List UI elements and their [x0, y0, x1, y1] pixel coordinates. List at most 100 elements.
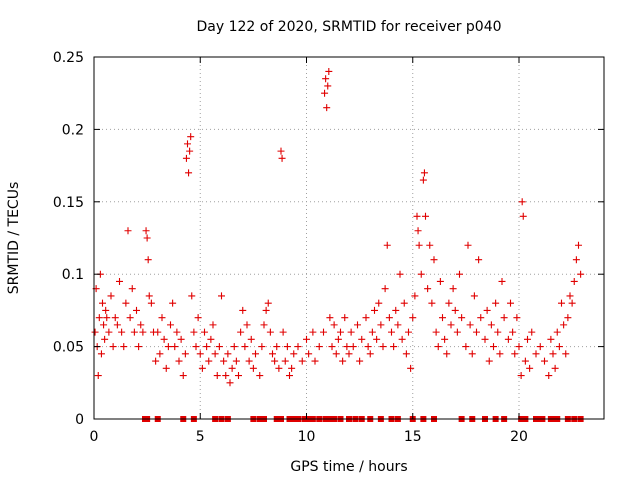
data-point [477, 314, 485, 322]
data-point [124, 227, 132, 235]
data-point [224, 350, 232, 358]
data-point [334, 335, 342, 343]
data-point [222, 372, 230, 380]
data-point [264, 299, 272, 307]
data-point [167, 321, 174, 329]
x-tick-label: 0 [90, 429, 99, 445]
data-point [445, 299, 453, 307]
data-point [220, 357, 228, 365]
data-point [290, 350, 298, 358]
data-point [466, 321, 474, 329]
data-point [203, 343, 211, 351]
data-point [349, 343, 357, 351]
data-point [179, 372, 187, 380]
data-point [325, 67, 333, 75]
data-point [281, 357, 289, 365]
data-point [549, 350, 557, 358]
data-point [443, 350, 451, 358]
data-point [145, 292, 153, 300]
data-point [116, 277, 123, 285]
data-point [456, 270, 463, 278]
data-point [419, 176, 427, 184]
data-point [564, 314, 572, 322]
data-point [405, 328, 412, 336]
data-point [309, 328, 317, 336]
data-point [118, 328, 126, 336]
data-point [162, 364, 170, 372]
data-point [286, 372, 293, 380]
data-point [577, 270, 585, 278]
data-point [277, 147, 285, 155]
data-point [315, 343, 323, 351]
data-point [192, 343, 200, 351]
data-point [470, 292, 478, 300]
data-point [101, 335, 109, 343]
data-point [241, 343, 249, 351]
data-point [519, 212, 527, 220]
data-point [271, 357, 279, 365]
data-point [555, 343, 563, 351]
data-point [330, 321, 338, 329]
data-point [279, 328, 287, 336]
data-point [100, 321, 108, 329]
data-point [541, 357, 548, 365]
data-point [413, 212, 421, 220]
data-point [328, 343, 336, 351]
data-point [518, 198, 526, 206]
y-tick-label: 0.2 [62, 122, 84, 138]
data-point [102, 306, 110, 314]
data-point [575, 241, 582, 249]
data-point [177, 335, 185, 343]
y-tick-label: 0 [75, 412, 84, 428]
data-point [185, 169, 193, 177]
data-point [402, 350, 410, 358]
data-point [366, 350, 374, 358]
data-point [91, 328, 99, 336]
data-point [553, 328, 561, 336]
data-point [570, 277, 578, 285]
data-point [453, 328, 461, 336]
data-point [175, 357, 183, 365]
data-point [392, 306, 400, 314]
data-point [381, 285, 389, 293]
data-point [323, 104, 331, 112]
data-point [551, 364, 559, 372]
data-point [249, 364, 257, 372]
data-point [411, 292, 419, 300]
data-point [515, 343, 523, 351]
data-point [371, 306, 378, 314]
y-axis-label: SRMTID / TECUs [6, 182, 22, 295]
data-point [122, 299, 130, 307]
data-point [528, 328, 536, 336]
x-tick-label: 5 [196, 429, 205, 445]
data-point [483, 306, 491, 314]
data-point [182, 154, 190, 162]
data-point [560, 321, 568, 329]
data-point [252, 350, 259, 358]
x-tick-label: 10 [298, 429, 316, 445]
data-point [343, 343, 351, 351]
data-point [158, 314, 166, 322]
x-tick-label: 20 [510, 429, 528, 445]
data-point [458, 314, 466, 322]
data-point [245, 357, 253, 365]
data-point [414, 227, 422, 235]
data-point [213, 372, 221, 380]
data-point [126, 314, 134, 322]
data-point [243, 321, 251, 329]
data-point [266, 328, 274, 336]
data-point [143, 234, 151, 242]
data-point [347, 328, 355, 336]
data-point [424, 285, 432, 293]
data-point [385, 314, 393, 322]
data-point [139, 328, 147, 336]
data-point [294, 343, 302, 351]
data-point [324, 82, 332, 90]
data-point [283, 343, 291, 351]
data-point [94, 372, 102, 380]
data-point [373, 335, 381, 343]
data-point [230, 343, 238, 351]
data-point [201, 328, 208, 336]
data-point [142, 227, 150, 235]
data-point [436, 277, 444, 285]
